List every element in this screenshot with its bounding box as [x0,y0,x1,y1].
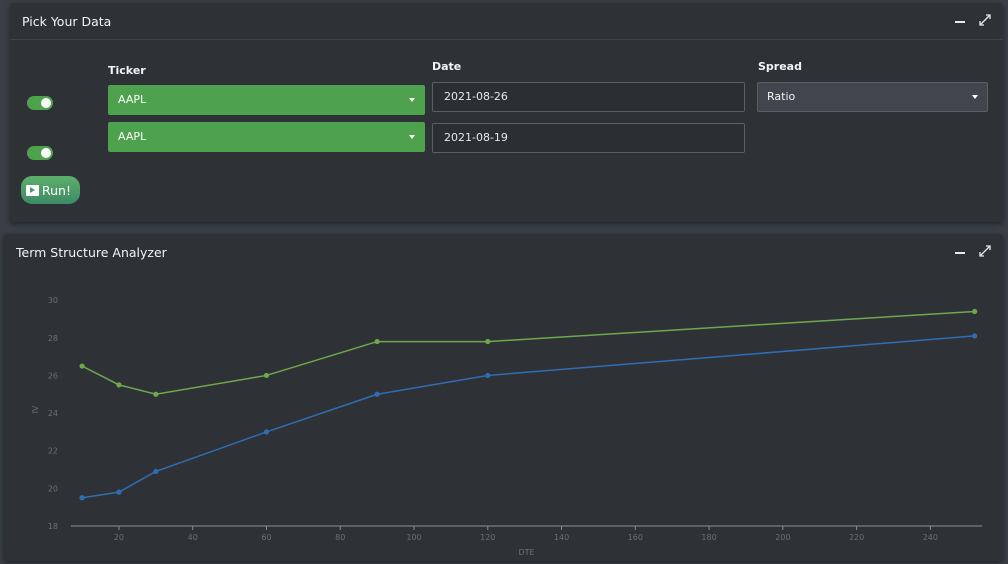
expand-icon[interactable] [979,245,991,257]
y-tick-label: 24 [48,409,58,418]
series-1-point [263,372,270,379]
date-label: Date [432,60,462,73]
series-2-point [374,391,380,397]
series-1-point [79,363,85,369]
x-axis-title: DTE [518,548,534,557]
panel-title: Pick Your Data [22,13,112,29]
x-tick-label: 240 [923,533,938,542]
x-tick-label: 140 [554,533,569,542]
date-input-2[interactable]: 2021-08-19 [432,123,745,153]
ticker-label: Ticker [108,64,146,77]
x-tick-label: 220 [849,533,864,542]
y-tick-label: 20 [48,484,58,493]
panel-tools [955,14,991,26]
toggle-knob [41,98,51,108]
series-2-point [79,495,85,501]
expand-icon[interactable] [979,14,991,26]
series-1-point [153,391,159,397]
y-tick-label: 18 [48,522,58,531]
y-tick-label: 28 [48,334,58,343]
y-tick-label: 22 [48,447,58,456]
series-2-point [116,489,122,495]
spread-select[interactable]: Ratio [757,82,988,112]
x-tick-label: 160 [628,533,643,542]
date-input-1[interactable]: 2021-08-26 [432,82,745,112]
x-tick-label: 120 [480,533,495,542]
spread-value: Ratio [767,90,796,103]
series-1-point [116,382,122,388]
ticker-select-1[interactable]: AAPL [108,85,425,115]
pick-data-header: Pick Your Data [10,3,1003,40]
x-tick-label: 180 [701,533,716,542]
series-2-point [153,468,159,475]
run-button[interactable]: Run! [21,176,80,204]
x-tick-label: 20 [114,533,124,542]
y-tick-label: 26 [48,371,58,380]
panel-title: Term Structure Analyzer [16,245,167,260]
series-1-point [374,338,380,345]
panel-tools [955,245,991,257]
minimize-icon[interactable] [955,21,965,23]
series-2-point [485,372,491,379]
minimize-icon[interactable] [955,252,965,254]
toggle-knob [41,148,51,158]
series-2-point [972,333,978,339]
series-1-point [972,308,978,315]
ticker-value: AAPL [118,93,147,106]
x-tick-label: 100 [406,533,421,542]
x-tick-label: 60 [261,533,271,542]
series-2-point [263,429,270,435]
y-tick-label: 30 [48,296,58,305]
chevron-down-icon [409,98,415,102]
y-axis-title: IV [31,405,40,413]
x-tick-label: 200 [775,533,790,542]
chevron-down-icon [409,135,415,139]
series-line-2 [81,335,975,499]
series-line-1 [81,310,975,396]
row-1-toggle[interactable] [27,96,53,110]
chevron-down-icon [972,95,978,99]
ticker-value: AAPL [118,130,147,143]
ticker-select-2[interactable]: AAPL [108,122,425,152]
series-1-point [485,338,491,345]
x-tick-label: 80 [335,533,345,542]
term-structure-panel: Term Structure Analyzer 20 40 60 80 100 120 14… [4,234,1003,561]
run-label: Run! [42,182,71,198]
pick-data-panel: Pick Your Data Ticker Date Spread AAPL A… [10,3,1003,222]
spread-label: Spread [758,60,802,73]
term-structure-header: Term Structure Analyzer [4,234,1003,271]
x-tick-label: 40 [188,533,198,542]
term-structure-chart: 20 40 60 80 100 120 140 160 180 200 220 240 18 20 22 24… [31,296,982,557]
play-square-icon [26,184,39,196]
row-2-toggle[interactable] [27,146,53,160]
